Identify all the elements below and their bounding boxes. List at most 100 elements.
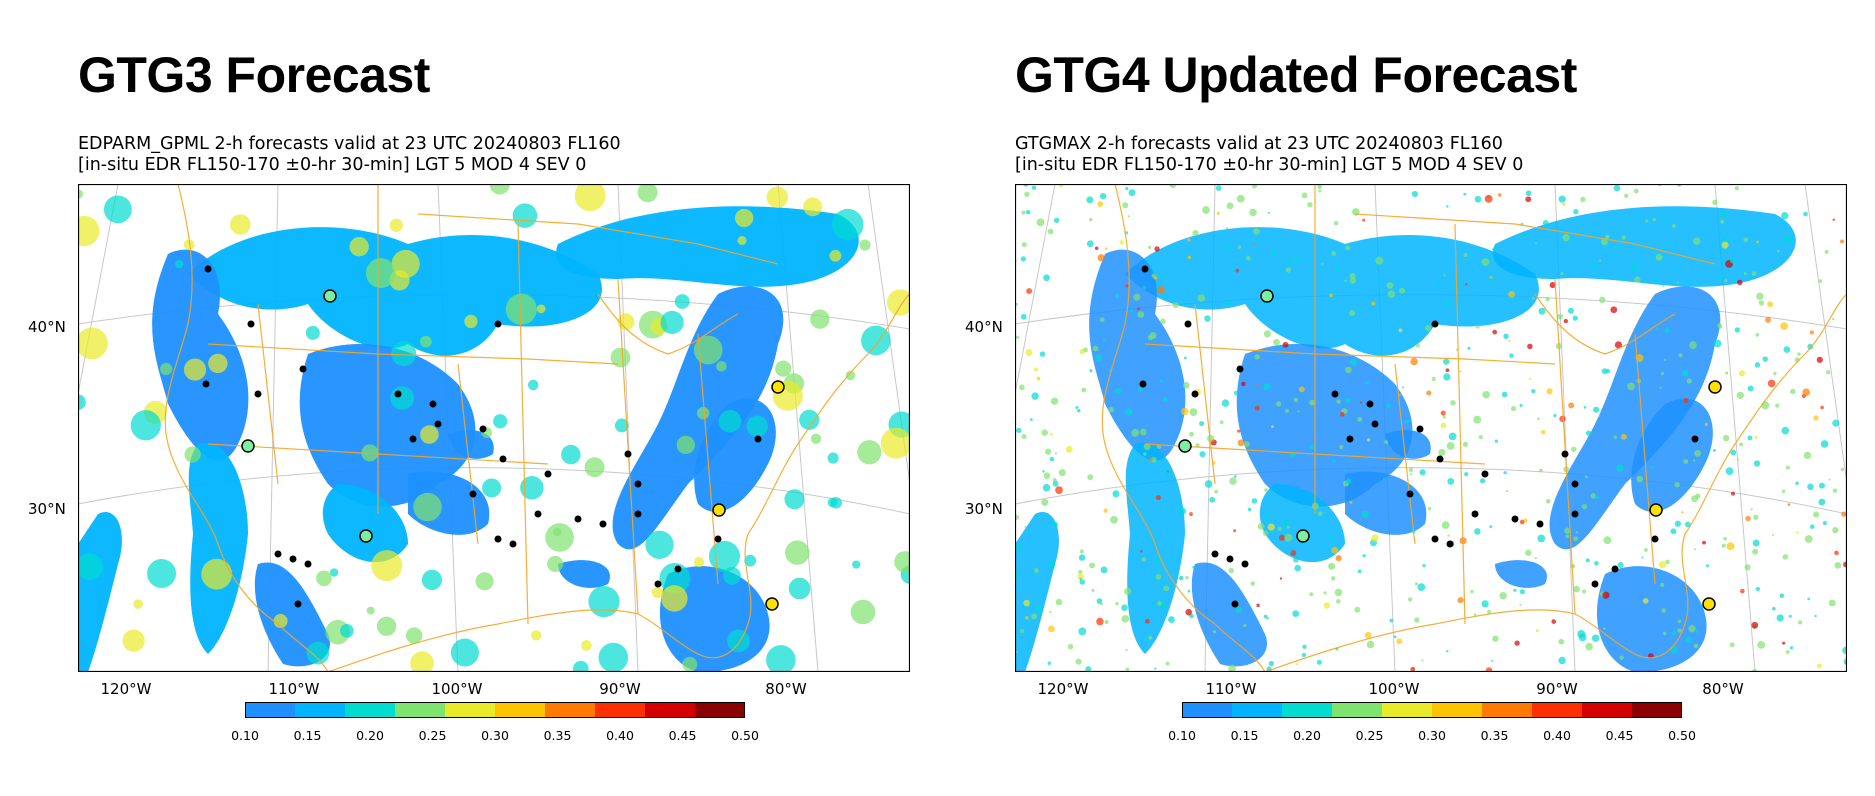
intensity-spot [1362, 218, 1366, 222]
intensity-spot [584, 457, 605, 478]
intensity-spot [1558, 195, 1566, 203]
intensity-spot [1652, 218, 1656, 222]
intensity-spot [830, 497, 843, 509]
intensity-spot [1564, 527, 1571, 534]
intensity-spot [489, 184, 510, 195]
intensity-spot [1599, 296, 1606, 304]
intensity-spot [682, 656, 698, 672]
intensity-spot [1323, 591, 1327, 595]
intensity-spot [1842, 646, 1847, 655]
intensity-spot [1278, 534, 1286, 541]
observation-dot [1366, 400, 1374, 408]
intensity-spot [1221, 399, 1230, 407]
intensity-spot [1345, 397, 1351, 404]
intensity-spot [1734, 186, 1739, 191]
intensity-spot [1558, 638, 1565, 645]
intensity-spot [880, 427, 910, 459]
intensity-spot [1688, 624, 1696, 633]
turbulence-region [558, 560, 610, 588]
intensity-spot [1756, 292, 1764, 300]
intensity-spot [1745, 515, 1751, 522]
intensity-spot [1636, 475, 1644, 483]
intensity-spot [1674, 520, 1682, 527]
intensity-spot [1832, 527, 1839, 534]
intensity-spot [1592, 262, 1598, 269]
intensity-spot [1457, 597, 1464, 604]
intensity-spot [1446, 205, 1449, 208]
intensity-spot [1047, 661, 1051, 665]
intensity-spot [1233, 529, 1237, 533]
subtitle-line-2: [in-situ EDR FL150-170 ±0-hr 30-min] LGT… [1015, 155, 1524, 175]
intensity-spot [1053, 217, 1060, 224]
intensity-spot [1016, 651, 1019, 654]
intensity-spot [1236, 194, 1245, 203]
intensity-spot [1410, 666, 1416, 672]
intensity-spot [1664, 327, 1670, 333]
intensity-spot [1114, 388, 1122, 395]
intensity-spot [1541, 429, 1546, 435]
intensity-spot [1443, 274, 1446, 277]
intensity-spot [1041, 498, 1049, 506]
intensity-spot [1402, 386, 1405, 389]
observation-markers [202, 265, 785, 611]
intensity-spot [1828, 478, 1831, 481]
intensity-spot [1563, 318, 1569, 324]
observation-dot [429, 400, 437, 408]
intensity-spot [1740, 588, 1745, 594]
intensity-spot [1525, 190, 1532, 197]
intensity-spot [1761, 401, 1770, 410]
intensity-spot [1250, 581, 1255, 586]
intensity-spot [727, 629, 750, 653]
map-canvas [1015, 184, 1847, 672]
intensity-spot [1590, 493, 1596, 499]
intensity-spot [1621, 235, 1626, 240]
colorbar-bin [1532, 702, 1583, 718]
intensity-spot [1721, 241, 1729, 249]
intensity-spot [1431, 376, 1436, 382]
intensity-spot [1840, 239, 1845, 244]
intensity-spot [1519, 603, 1522, 606]
intensity-spot [693, 556, 705, 568]
intensity-spot [788, 577, 811, 600]
intensity-spot [1508, 290, 1515, 298]
intensity-spot [1396, 638, 1403, 645]
intensity-spot [1149, 457, 1153, 461]
intensity-spot [1810, 524, 1815, 529]
intensity-spot [1366, 640, 1375, 649]
intensity-spot [1535, 629, 1539, 633]
intensity-spot [1158, 568, 1161, 572]
intensity-spot [1328, 562, 1336, 570]
intensity-spot [1601, 238, 1608, 246]
observation-dot [1431, 535, 1439, 543]
gtg3-panel: GTG3 Forecast EDPARM_GPML 2-h forecasts … [0, 0, 937, 796]
intensity-spot [1170, 558, 1173, 561]
intensity-spot [1097, 254, 1105, 262]
intensity-spot [1024, 616, 1029, 620]
intensity-spot [1681, 369, 1689, 376]
intensity-spot [1726, 542, 1735, 551]
intensity-spot [1494, 439, 1499, 443]
intensity-spot [1818, 498, 1826, 506]
intensity-spot [78, 189, 84, 199]
observation-dot [1571, 510, 1579, 518]
intensity-spot [78, 553, 103, 581]
intensity-spot [1624, 193, 1629, 198]
intensity-spot [1671, 223, 1677, 229]
intensity-spot [1571, 446, 1577, 453]
intensity-spot [676, 435, 695, 455]
observation-dot [499, 455, 507, 463]
intensity-spot [588, 585, 620, 618]
forecast-map [78, 184, 910, 672]
intensity-spot [1641, 556, 1644, 559]
intensity-spot [1189, 431, 1194, 437]
intensity-spot [1499, 591, 1507, 600]
intensity-spot [1199, 451, 1206, 458]
intensity-spot [1049, 456, 1055, 462]
intensity-spot [1553, 413, 1557, 418]
intensity-spot [1445, 368, 1450, 373]
intensity-spot [1619, 244, 1623, 248]
intensity-spot [1783, 235, 1792, 244]
intensity-spot [1154, 557, 1161, 564]
turbulence-region [1495, 560, 1547, 588]
intensity-spot [450, 638, 479, 667]
